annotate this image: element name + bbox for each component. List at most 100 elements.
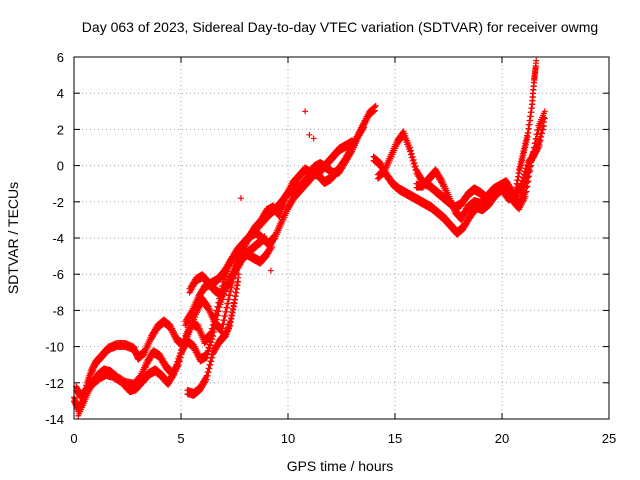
data-point	[371, 107, 378, 114]
data-point	[213, 316, 220, 323]
data-point	[522, 193, 529, 200]
y-tick-label: 4	[57, 86, 64, 101]
data-point	[207, 362, 214, 369]
data-point	[526, 173, 533, 180]
data-point	[204, 351, 211, 358]
data-point	[173, 365, 180, 372]
data-point	[227, 288, 234, 295]
data-point	[235, 271, 242, 278]
data-point	[222, 312, 229, 319]
x-tick-label: 10	[281, 431, 295, 446]
data-point	[524, 183, 531, 190]
y-tick-label: -2	[52, 195, 64, 210]
data-point	[526, 121, 533, 128]
data-point	[511, 195, 518, 202]
data-point	[233, 289, 240, 296]
y-tick-label: -6	[52, 267, 64, 282]
data-point	[217, 328, 224, 335]
data-point	[172, 368, 179, 375]
data-point	[531, 144, 538, 151]
data-point	[362, 119, 369, 126]
data-point	[515, 173, 522, 180]
data-point	[512, 191, 519, 198]
data-point	[227, 322, 234, 329]
data-point	[208, 339, 215, 346]
data-point	[210, 333, 217, 340]
data-point	[225, 296, 232, 303]
data-point	[212, 320, 219, 327]
data-point	[230, 306, 237, 313]
x-axis-title: GPS time / hours	[287, 458, 394, 474]
data-point	[203, 376, 210, 383]
data-point	[513, 188, 520, 195]
data-point	[533, 57, 540, 64]
data-point	[528, 162, 535, 169]
data-point	[223, 308, 230, 315]
data-point	[207, 342, 214, 349]
data-point	[233, 286, 240, 293]
data-point	[225, 300, 232, 307]
data-point	[539, 130, 546, 137]
plot-frame	[73, 56, 610, 420]
data-point	[269, 244, 276, 251]
y-tick-label: -4	[52, 231, 64, 246]
data-point	[226, 292, 233, 299]
data-point	[533, 135, 540, 142]
data-point	[221, 317, 228, 324]
data-point	[513, 184, 520, 191]
data-point	[310, 135, 317, 142]
data-point	[219, 325, 226, 332]
data-point	[540, 114, 547, 121]
data-point	[206, 365, 213, 372]
data-point	[227, 319, 234, 326]
data-point	[524, 134, 531, 141]
data-point	[231, 300, 238, 307]
y-tick-label: 6	[57, 50, 64, 65]
data-point	[525, 178, 532, 185]
data-point	[204, 372, 211, 379]
data-point	[232, 296, 239, 303]
x-tick-label: 5	[177, 431, 184, 446]
data-point	[525, 129, 532, 136]
data-point	[230, 303, 237, 310]
data-point	[541, 108, 548, 115]
data-point	[209, 354, 216, 361]
data-point	[370, 108, 377, 115]
data-point	[527, 113, 534, 120]
data-point	[211, 328, 218, 335]
data-point	[528, 157, 535, 164]
data-point	[534, 131, 541, 138]
data-point	[267, 267, 274, 274]
data-point	[270, 238, 277, 245]
data-point	[527, 117, 534, 124]
data-point	[229, 309, 236, 316]
data-point	[532, 139, 539, 146]
data-point	[232, 293, 239, 300]
data-point	[215, 308, 222, 315]
y-tick-label: -12	[45, 376, 64, 391]
data-point	[349, 137, 356, 144]
x-tick-label: 20	[495, 431, 509, 446]
data-point	[228, 316, 235, 323]
data-point	[306, 131, 313, 138]
data-point	[302, 108, 309, 115]
data-point	[528, 109, 535, 116]
y-tick-label: -10	[45, 340, 64, 355]
data-point	[229, 312, 236, 319]
data-point	[175, 359, 182, 366]
y-tick-label: 0	[57, 159, 64, 174]
data-point	[514, 177, 521, 184]
data-point	[176, 356, 183, 363]
data-point	[171, 371, 178, 378]
data-point	[372, 102, 379, 109]
data-point	[214, 312, 221, 319]
data-point	[514, 181, 521, 188]
data-point	[527, 167, 534, 174]
y-tick-label: -8	[52, 303, 64, 318]
data-point	[537, 137, 544, 144]
data-point	[211, 324, 218, 331]
data-point	[224, 304, 231, 311]
chart-title: Day 063 of 2023, Sidereal Day-to-day VTE…	[82, 19, 598, 35]
data-point	[523, 188, 530, 195]
